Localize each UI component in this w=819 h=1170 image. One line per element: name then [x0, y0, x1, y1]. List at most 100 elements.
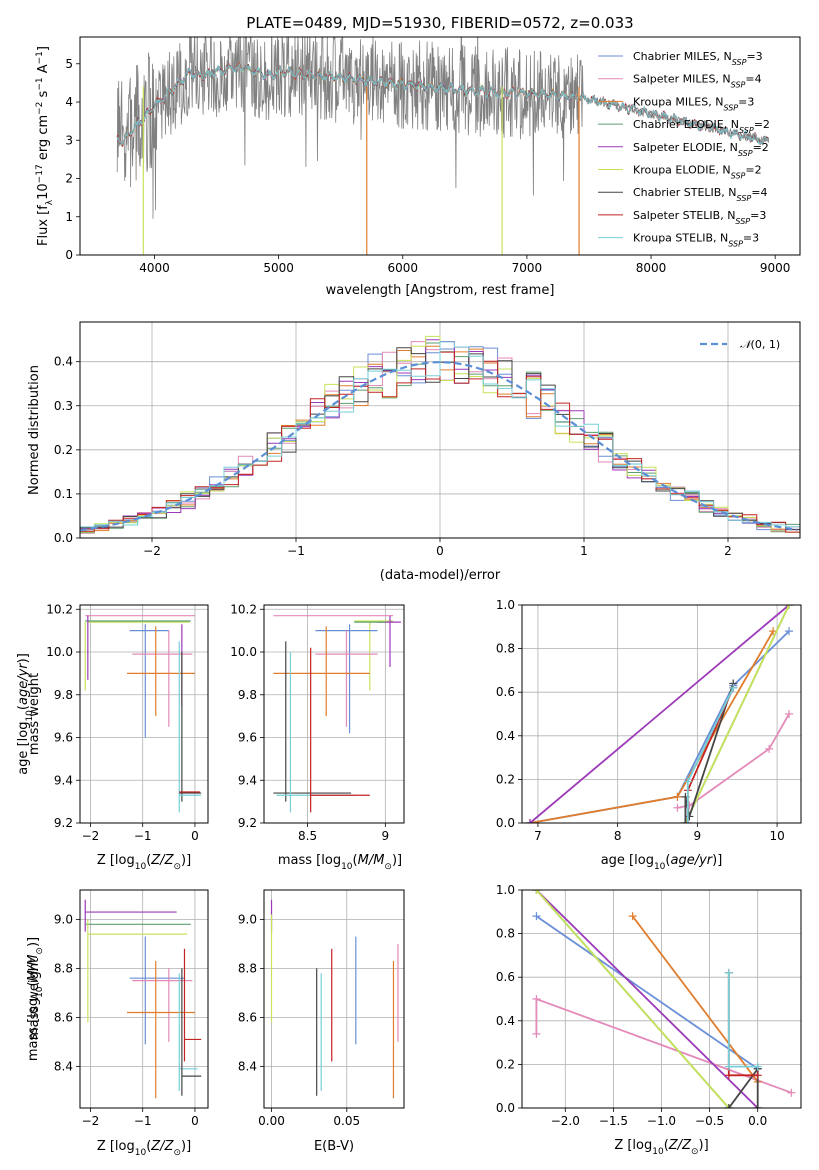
- age-mass-xlabel: mass [log10(M/M⊙)]: [278, 853, 402, 872]
- weight-age-xlabel-part: 10: [654, 862, 666, 872]
- spectrum-ytick-label: 4: [65, 95, 73, 109]
- weight_vs_Z-marker: [753, 1062, 762, 1071]
- weight_vs_age-marker: [683, 819, 692, 823]
- spectrum-legend-label: Kroupa STELIB, NSSP=3: [633, 232, 759, 249]
- spectrum-legend-label: Chabrier STELIB, NSSP=4: [633, 186, 767, 203]
- age_vs_Z-axes: −2 −1 09.29.49.69.810.010.2Z [log10(Z/Z⊙)]…: [16, 602, 209, 872]
- residuals-ylabel-part: Normed distribution: [27, 365, 42, 495]
- residuals-ytick-label: 0.0: [54, 531, 73, 545]
- mass_vs_Z-axes: −2 −1 08.48.68.89.0Z [log10(Z/Z⊙)]mass [lo…: [26, 889, 209, 1158]
- legend-sub: SSP: [732, 58, 747, 67]
- weight_vs_age-line-kroupa-miles: [529, 630, 774, 823]
- weight_vs_Z-marker: [628, 912, 637, 921]
- age_vs_Z-ytick-label: 10.0: [46, 645, 73, 659]
- mass_vs_Z-grid: [80, 890, 208, 1108]
- mass-z-xlabel-part: Z/Z: [150, 1139, 174, 1154]
- residuals-axes: −2 −1 0 1 2 0.0 0.1 0.2 0.3 0.4 (data-model)/error…: [27, 321, 801, 583]
- legend-text: Chabrier STELIB, N: [633, 186, 737, 199]
- age_vs_mass-axes: 8.5 9 9.2 9.4 9.6 9.8 10.0 10.2 mass [log10(M/M⊙…: [230, 602, 405, 872]
- age_vs_mass-ytick-label: 9.2: [238, 816, 257, 830]
- age-z-ylabel-part: age/yr: [16, 662, 31, 705]
- weight_vs_Z-marker: [532, 1029, 541, 1038]
- weight_vs_Z-xtick-label: 0.0: [748, 1114, 767, 1128]
- weight_vs_age-marker: [525, 819, 534, 823]
- weight_vs_Z-ytick-label: 1.0: [496, 883, 515, 897]
- spectrum-ytick-label: 2: [65, 172, 73, 186]
- weight_vs_age-line-salpeter-elodie: [529, 605, 790, 823]
- weight-age-xlabel: age [log10(age/yr)]: [601, 853, 723, 872]
- spectrum-ylabel-part: ]: [36, 46, 51, 51]
- residuals-xtick-label: 2: [724, 544, 732, 558]
- spectrum-ylabel-part: −17: [35, 164, 45, 183]
- mass_vs_ebv-panel: 0.00 0.05 8.4 8.6 8.8 9.0 E(B-V): [238, 889, 405, 1154]
- mass_vs_Z-ytick-label: 8.6: [54, 1010, 73, 1024]
- spectrum-ylabel-part: −1: [35, 77, 45, 90]
- age_vs_Z-ytick-label: 9.4: [54, 773, 73, 787]
- legend-sub: SSP: [738, 148, 753, 157]
- age_vs_Z-ytick-label: 9.6: [54, 731, 73, 745]
- spectrum-xtick-label: 5000: [263, 261, 294, 275]
- weight_vs_Z-xtick-label: −0.5: [695, 1114, 724, 1128]
- age_vs_mass-ytick-label: 10.2: [230, 602, 257, 616]
- weight_vs_age-marker: [765, 744, 774, 753]
- weight_vs_Z-line-salpeter-elodie: [535, 890, 759, 1108]
- weight_vs_age-xtick-label: 10: [769, 829, 784, 843]
- weight-z-xlabel-part: Z/Z: [668, 1138, 692, 1153]
- legend-text: Chabrier ELODIE, N: [633, 118, 739, 131]
- spectrum-xtick-label: 7000: [512, 261, 543, 275]
- weight_vs_age-marks: [525, 605, 794, 823]
- weight_vs_Z-ytick-label: 0.8: [496, 927, 515, 941]
- residuals-xtick-label: −2: [143, 544, 161, 558]
- residuals-xlabel-part: (data-model)/error: [380, 568, 501, 583]
- weight_vs_Z-line-salpeter-miles: [535, 997, 792, 1094]
- legend-text: =3: [743, 232, 759, 245]
- age-z-ylabel-part: )]: [16, 653, 31, 663]
- mass_vs_Z-frame: [79, 889, 209, 1109]
- age-z-ylabel: age [log10(age/yr)]: [16, 653, 35, 775]
- legend-text: Chabrier MILES, N: [633, 50, 732, 63]
- age-z-ylabel-part: (: [16, 705, 31, 710]
- spectrum-ylabel-part: 10: [36, 183, 51, 200]
- residuals-xlabel: (data-model)/error: [380, 568, 501, 583]
- legend-text: Salpeter ELODIE, N: [633, 141, 738, 154]
- mass-z-ylabel-part: mass [log: [26, 998, 41, 1061]
- age-mass-xlabel-part: )]: [392, 853, 402, 868]
- legend-text: =4: [745, 73, 761, 86]
- age-mass-xlabel-part: ⊙: [384, 862, 392, 872]
- residuals-marks: [80, 335, 800, 538]
- spectrum-panel: 4000 5000 6000 7000 8000 9000 0 1 2 3 4 5 wavelength…: [35, 36, 801, 298]
- residuals-frame: [79, 321, 801, 539]
- weight_vs_age-xtick-label: 8: [614, 829, 622, 843]
- weight_vs_age-ytick-label: 0.2: [496, 772, 515, 786]
- spectrum-legend-label: Salpeter ELODIE, NSSP=2: [633, 141, 769, 158]
- age_vs_Z-xtick-label: 0: [191, 829, 199, 843]
- weight-age-xlabel-part: age [log: [601, 853, 654, 868]
- mass_vs_Z-xtick-label: 0: [191, 1114, 199, 1128]
- weight_vs_Z-xtick-label: −1.5: [599, 1114, 628, 1128]
- spectrum-legend-label: Kroupa MILES, NSSP=3: [633, 95, 754, 112]
- age_vs_Z-xtick-label: −2: [82, 829, 100, 843]
- mass-z-xlabel-part: Z [log: [97, 1139, 135, 1154]
- weight-z-xlabel-part: 10: [652, 1147, 664, 1157]
- weight-age-ylabel: mass weight: [27, 673, 42, 755]
- spectrum-legend-label: Salpeter STELIB, NSSP=3: [633, 209, 766, 226]
- weight_vs_Z-marker: [724, 1071, 733, 1080]
- weight_vs_age-marker: [681, 819, 690, 823]
- weight_vs_Z-marker: [753, 1104, 762, 1108]
- spectrum-ylabel-part: s: [36, 90, 51, 101]
- spectrum-xtick-label: 8000: [636, 261, 667, 275]
- spectrum-xlabel: wavelength [Angstrom, rest frame]: [326, 283, 555, 298]
- legend-text: Kroupa ELODIE, N: [633, 164, 731, 177]
- weight_vs_age-marker: [729, 683, 738, 692]
- weight_vs_age-xtick-label: 7: [534, 829, 542, 843]
- legend-text: Kroupa MILES, N: [633, 95, 723, 108]
- weight_vs_Z-marker: [532, 995, 541, 1003]
- figure-title: PLATE=0489, MJD=51930, FIBERID=0572, z=0…: [246, 14, 633, 32]
- mass_vs_Z-xtick-label: −1: [134, 1114, 152, 1128]
- age_vs_mass-grid: [264, 605, 404, 824]
- weight_vs_Z-marker: [724, 968, 733, 977]
- weight_vs_Z-line-chabrier-miles: [535, 915, 759, 1070]
- mass-z-ylabel-part: 10: [35, 986, 45, 998]
- weight_vs_age-axes: 7 8 9 10 0.0 0.2 0.4 0.6 0.8 1.0 mass weight age [l…: [27, 598, 802, 872]
- mass_vs_ebv-ytick-label: 8.8: [238, 961, 257, 975]
